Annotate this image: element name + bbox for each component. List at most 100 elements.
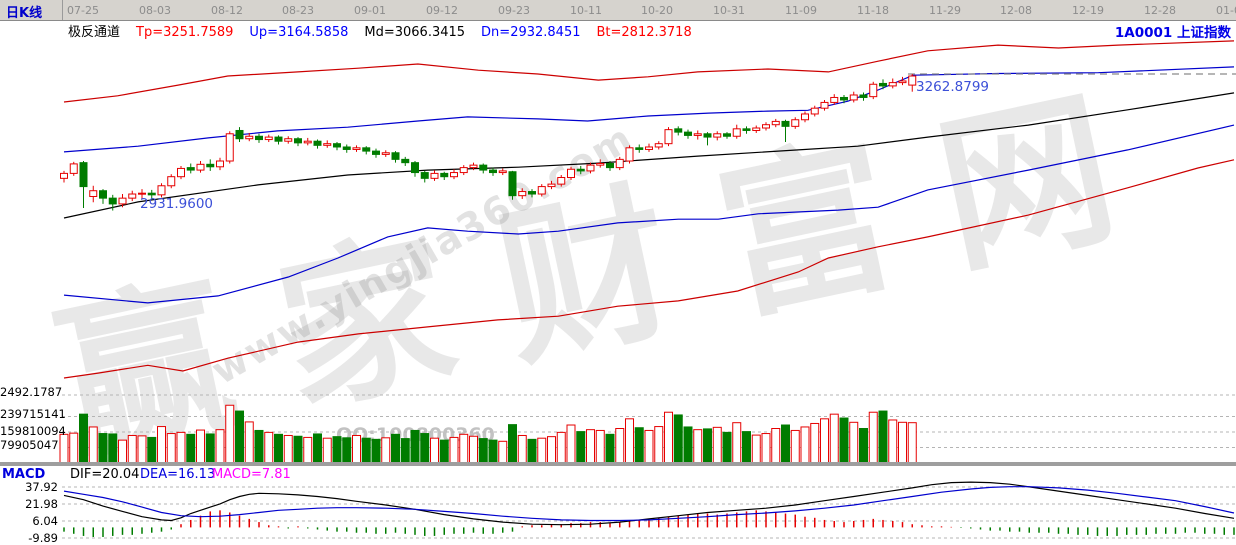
volume-bar	[517, 434, 527, 464]
volume-bar	[586, 429, 595, 464]
candle-body	[440, 172, 449, 178]
candle-body	[849, 94, 858, 101]
volume-bar	[654, 426, 664, 464]
candle-body	[294, 138, 302, 144]
volume-bar	[751, 434, 761, 464]
candle-body	[303, 140, 312, 144]
volume-bar	[459, 433, 469, 464]
candle-body	[547, 183, 556, 188]
volume-bar	[332, 436, 342, 464]
volume-bar	[673, 414, 683, 464]
volume-bar	[371, 438, 381, 464]
date-tick-label: 12-08	[1000, 4, 1032, 17]
volume-bar	[771, 428, 781, 464]
volume-bar	[293, 435, 303, 464]
period-label[interactable]: 日K线	[6, 6, 43, 21]
candle-body	[557, 177, 566, 185]
candle-body	[888, 82, 897, 87]
indicator-param-value: Dn=2932.8451	[481, 25, 581, 40]
volume-bar	[508, 424, 517, 464]
volume-bar	[478, 438, 488, 464]
volume-bar	[498, 440, 508, 464]
volume-bar	[400, 438, 410, 464]
candle-body	[830, 96, 839, 103]
volume-bar	[439, 439, 449, 464]
date-tick-label: 12-19	[1072, 4, 1104, 17]
candle-body	[313, 140, 322, 146]
candle-body	[703, 133, 712, 138]
volume-bar	[449, 436, 459, 464]
macd-axis-tick: 21.98	[25, 497, 58, 511]
volume-axis-label: 239715141	[0, 407, 66, 421]
candle-body	[762, 124, 770, 129]
candle-body	[469, 164, 478, 169]
symbol-label: 1A0001 上证指数	[1115, 21, 1231, 41]
macd-histogram-value: MACD=7.81	[212, 467, 291, 482]
candle-body	[352, 147, 361, 150]
volume-bar	[800, 426, 810, 464]
candle-body	[606, 162, 614, 169]
candle-body	[810, 107, 819, 115]
panel-separator	[0, 462, 1236, 466]
candle-body	[138, 192, 146, 195]
date-tick-label: 10-20	[641, 4, 673, 17]
indicator-param-value: Bt=2812.3718	[596, 25, 692, 40]
candle-body	[518, 191, 527, 197]
candle-body	[450, 172, 458, 178]
candle-body	[576, 168, 585, 172]
candle-body	[498, 170, 507, 174]
volume-bar	[547, 436, 556, 464]
date-tick-label: 08-23	[282, 4, 314, 17]
volume-bar	[254, 429, 264, 464]
candle-body	[118, 197, 127, 205]
candle-body	[147, 192, 156, 196]
volume-bar	[664, 411, 673, 464]
candle-body	[654, 143, 663, 148]
volume-bar	[88, 426, 98, 464]
candle-body	[333, 143, 341, 148]
volume-bar	[244, 421, 254, 464]
candle-body	[60, 172, 68, 179]
indicator-param-row: 极反通道 Tp=3251.7589 Up=3164.5858 Md=3066.3415…	[68, 21, 708, 40]
candle-body	[99, 190, 107, 199]
channel-line-md	[63, 92, 1235, 219]
candle-body	[781, 120, 790, 127]
symbol-name: 上证指数	[1177, 25, 1231, 41]
volume-bar	[98, 433, 108, 464]
date-tick-label: 07-25	[67, 4, 99, 17]
volume-bar	[381, 437, 391, 464]
candle-body	[225, 133, 234, 162]
volume-bar	[859, 428, 868, 464]
candle-body	[459, 167, 468, 174]
date-tick-label: 10-11	[570, 4, 602, 17]
candle-body	[255, 135, 263, 141]
volume-bar	[137, 435, 147, 464]
volume-bar	[761, 433, 771, 464]
date-tick-label: 08-12	[211, 4, 243, 17]
macd-panel-title: MACD	[2, 467, 46, 482]
volume-bar	[527, 438, 537, 464]
volume-bar	[196, 429, 205, 464]
candle-body	[391, 152, 400, 160]
indicator-param-value: Md=3066.3415	[364, 25, 466, 40]
main-chart-pane[interactable]	[0, 35, 1236, 395]
volume-bar	[342, 437, 352, 464]
candle-body	[372, 150, 380, 155]
volume-bar	[225, 404, 235, 464]
date-tick-label: 09-01	[354, 4, 386, 17]
macd-dif-line	[63, 481, 1235, 526]
channel-line-tp	[63, 40, 1235, 103]
volume-axis-label: 159810094	[0, 424, 66, 438]
date-tick-label: 11-29	[929, 4, 961, 17]
candle-body	[430, 172, 439, 179]
indicator-params: Tp=3251.7589 Up=3164.5858 Md=3066.3415 Dn=2…	[136, 25, 708, 40]
candle-body	[206, 163, 215, 168]
candle-body	[674, 128, 683, 133]
volume-bar	[59, 433, 69, 464]
volume-bar	[683, 426, 693, 464]
volume-bar	[644, 429, 654, 464]
date-tick-label: 10-31	[713, 4, 745, 17]
volume-bar	[391, 433, 400, 464]
candle-body	[898, 80, 907, 84]
volume-bar	[118, 439, 127, 464]
